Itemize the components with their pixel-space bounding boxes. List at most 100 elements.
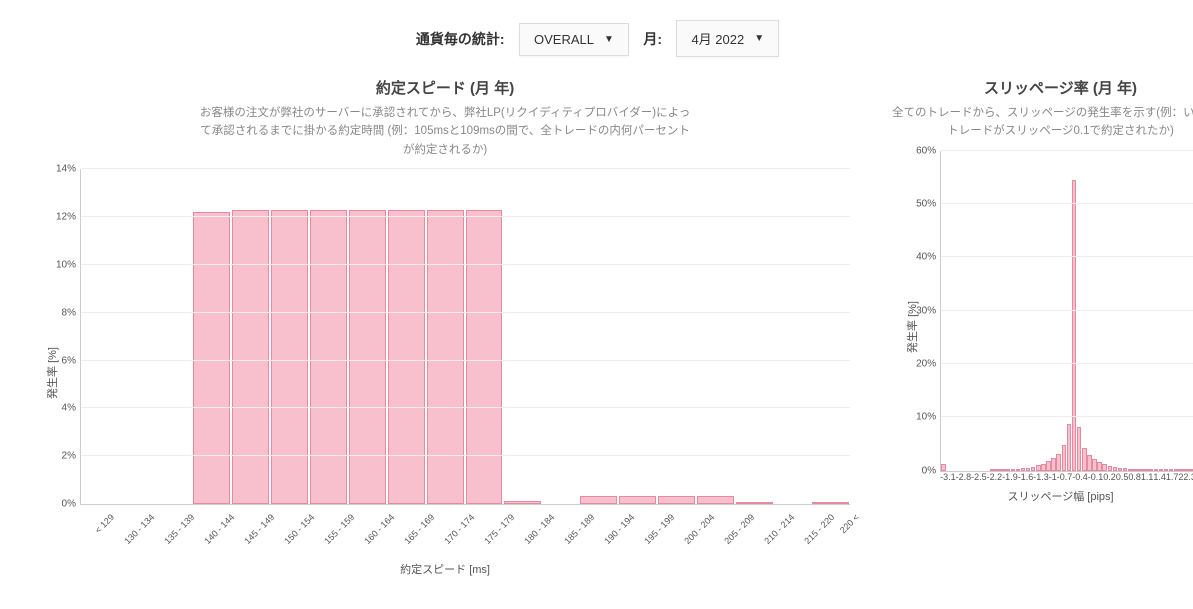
bar	[1021, 468, 1026, 471]
bar	[1041, 464, 1046, 471]
chevron-down-icon: ▼	[604, 34, 614, 45]
bar	[941, 464, 946, 470]
bar	[736, 502, 773, 504]
bar	[812, 502, 849, 504]
bar	[1138, 469, 1143, 471]
bar	[271, 210, 308, 504]
bar	[1148, 469, 1153, 471]
slippage-chart: スリッページ率 (月 年) 全てのトレードから、スリッページの発生率を示す(例：…	[890, 77, 1193, 577]
y-tick-label: 14%	[56, 164, 81, 175]
bar	[1046, 461, 1051, 471]
chart-area: 発生率 [%] 0%2%4%6%8%10%12%14% < 129130 - 1…	[30, 169, 860, 577]
y-tick-label: 12%	[56, 212, 81, 223]
x-tick-label: 0.5	[1116, 472, 1129, 482]
x-tick-label: 0.8	[1128, 472, 1141, 482]
bar	[349, 210, 386, 504]
x-tick-label: -2.5	[971, 472, 987, 482]
x-tick-label: 165 - 169	[397, 505, 438, 546]
x-axis-ticks: -3.1-2.8-2.5-2.2-1.9-1.6-1.3-1-0.7-0.4-0…	[940, 472, 1193, 482]
chevron-down-icon: ▼	[754, 33, 764, 44]
y-tick-label: 6%	[62, 355, 81, 366]
x-tick-label: 1.4	[1153, 472, 1166, 482]
x-tick-label: 130 - 134	[117, 505, 158, 546]
grid-line	[81, 168, 850, 169]
x-tick-label: 170 - 174	[437, 505, 478, 546]
bar	[1184, 469, 1189, 471]
month-dropdown-value: 4月 2022	[691, 29, 744, 48]
x-tick-label: 205 - 209	[717, 505, 758, 546]
bar	[1102, 464, 1107, 470]
bar	[388, 210, 425, 504]
bar	[1051, 458, 1056, 471]
x-tick-label: 145 - 149	[237, 505, 278, 546]
execution-speed-chart: 約定スピード (月 年) お客様の注文が弊社のサーバーに承認されてから、弊社LP…	[30, 77, 860, 577]
bar	[1159, 469, 1164, 471]
month-dropdown[interactable]: 4月 2022 ▼	[676, 20, 779, 57]
x-tick-label: 185 - 189	[557, 505, 598, 546]
y-tick-label: 10%	[916, 412, 941, 423]
grid-line	[941, 363, 1193, 364]
chart-title: スリッページ率 (月 年)	[890, 77, 1193, 98]
y-tick-label: 0%	[922, 465, 941, 476]
chart-description: お客様の注文が弊社のサーバーに承認されてから、弊社LP(リクイディティプロバイダ…	[195, 104, 695, 159]
bar	[1154, 469, 1159, 471]
bar	[1087, 455, 1092, 471]
grid-line	[81, 312, 850, 313]
x-tick-label: 1.1	[1141, 472, 1154, 482]
x-tick-label: 195 - 199	[637, 505, 678, 546]
bar	[990, 469, 995, 471]
bar	[1000, 469, 1005, 471]
bar	[995, 469, 1000, 471]
y-tick-label: 60%	[916, 145, 941, 156]
bar	[1123, 468, 1128, 471]
charts-row: 約定スピード (月 年) お客様の注文が弊社のサーバーに承認されてから、弊社LP…	[30, 77, 1163, 577]
x-axis-label: 約定スピード [ms]	[30, 561, 860, 577]
bar	[580, 496, 617, 504]
bar	[232, 210, 269, 504]
stats-dropdown-value: OVERALL	[534, 32, 594, 47]
x-axis-label: スリッページ幅 [pips]	[890, 488, 1193, 504]
bar	[1016, 469, 1021, 471]
x-tick-label: -1	[1049, 472, 1057, 482]
bar	[1056, 454, 1061, 471]
y-tick-label: 8%	[62, 307, 81, 318]
y-axis-label: 発生率 [%]	[44, 347, 60, 399]
bar	[504, 501, 541, 505]
bar	[193, 212, 230, 504]
bar	[1128, 469, 1133, 471]
y-tick-label: 30%	[916, 305, 941, 316]
x-tick-label: 160 - 164	[357, 505, 398, 546]
grid-line	[941, 203, 1193, 204]
x-tick-label: -0.1	[1088, 472, 1104, 482]
x-tick-label: -2.2	[987, 472, 1003, 482]
filter-controls: 通貨毎の統計: OVERALL ▼ 月: 4月 2022 ▼	[30, 20, 1163, 57]
x-tick-label: 175 - 179	[477, 505, 518, 546]
x-tick-label: 215 - 220	[797, 505, 838, 546]
x-tick-label: 200 - 204	[677, 505, 718, 546]
bar	[1189, 469, 1193, 471]
bar	[1026, 468, 1031, 471]
grid-line	[941, 256, 1193, 257]
bar	[1005, 469, 1010, 471]
stats-dropdown[interactable]: OVERALL ▼	[519, 23, 629, 56]
stats-label: 通貨毎の統計:	[416, 31, 505, 47]
bars-container	[81, 169, 850, 504]
y-tick-label: 4%	[62, 403, 81, 414]
grid-line	[941, 416, 1193, 417]
x-tick-label: 135 - 139	[157, 505, 198, 546]
y-tick-label: 40%	[916, 252, 941, 263]
x-tick-label: 180 - 184	[517, 505, 558, 546]
x-tick-label: -2.8	[956, 472, 972, 482]
x-tick-label: 155 - 159	[317, 505, 358, 546]
bar	[1072, 180, 1077, 471]
plot-area: 0%2%4%6%8%10%12%14%	[80, 169, 850, 505]
bar	[1169, 469, 1174, 471]
chart-area: 発生率 [%] 0%10%20%30%40%50%60% -3.1-2.8-2.…	[890, 151, 1193, 504]
grid-line	[941, 150, 1193, 151]
bars-container	[941, 151, 1193, 471]
x-tick-label: 0.2	[1103, 472, 1116, 482]
x-tick-label: -0.7	[1057, 472, 1073, 482]
x-tick-label: -1.3	[1033, 472, 1049, 482]
bar	[1082, 448, 1087, 470]
grid-line	[941, 310, 1193, 311]
